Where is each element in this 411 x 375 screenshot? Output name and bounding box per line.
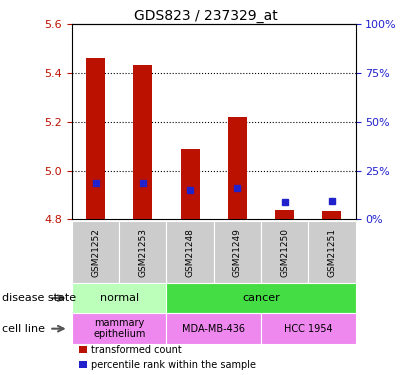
Bar	[86, 58, 105, 219]
Text: HCC 1954: HCC 1954	[284, 324, 332, 334]
Text: disease state: disease state	[2, 293, 76, 303]
Bar	[275, 210, 294, 219]
Text: GSM21248: GSM21248	[186, 228, 194, 277]
Text: GDS823 / 237329_at: GDS823 / 237329_at	[134, 9, 277, 23]
Text: cancer: cancer	[242, 293, 280, 303]
Legend: transformed count, percentile rank within the sample: transformed count, percentile rank withi…	[79, 345, 256, 370]
Text: GSM21253: GSM21253	[139, 228, 147, 277]
Text: normal: normal	[99, 293, 139, 303]
Text: mammary
epithelium: mammary epithelium	[93, 318, 145, 339]
Bar	[133, 64, 152, 219]
Bar	[228, 117, 247, 219]
Text: GSM21249: GSM21249	[233, 228, 242, 277]
Bar	[322, 211, 341, 219]
Text: GSM21252: GSM21252	[91, 228, 100, 277]
Text: MDA-MB-436: MDA-MB-436	[182, 324, 245, 334]
Text: GSM21251: GSM21251	[328, 228, 336, 277]
Text: cell line: cell line	[2, 324, 45, 334]
Bar	[180, 148, 199, 219]
Text: GSM21250: GSM21250	[280, 228, 289, 277]
